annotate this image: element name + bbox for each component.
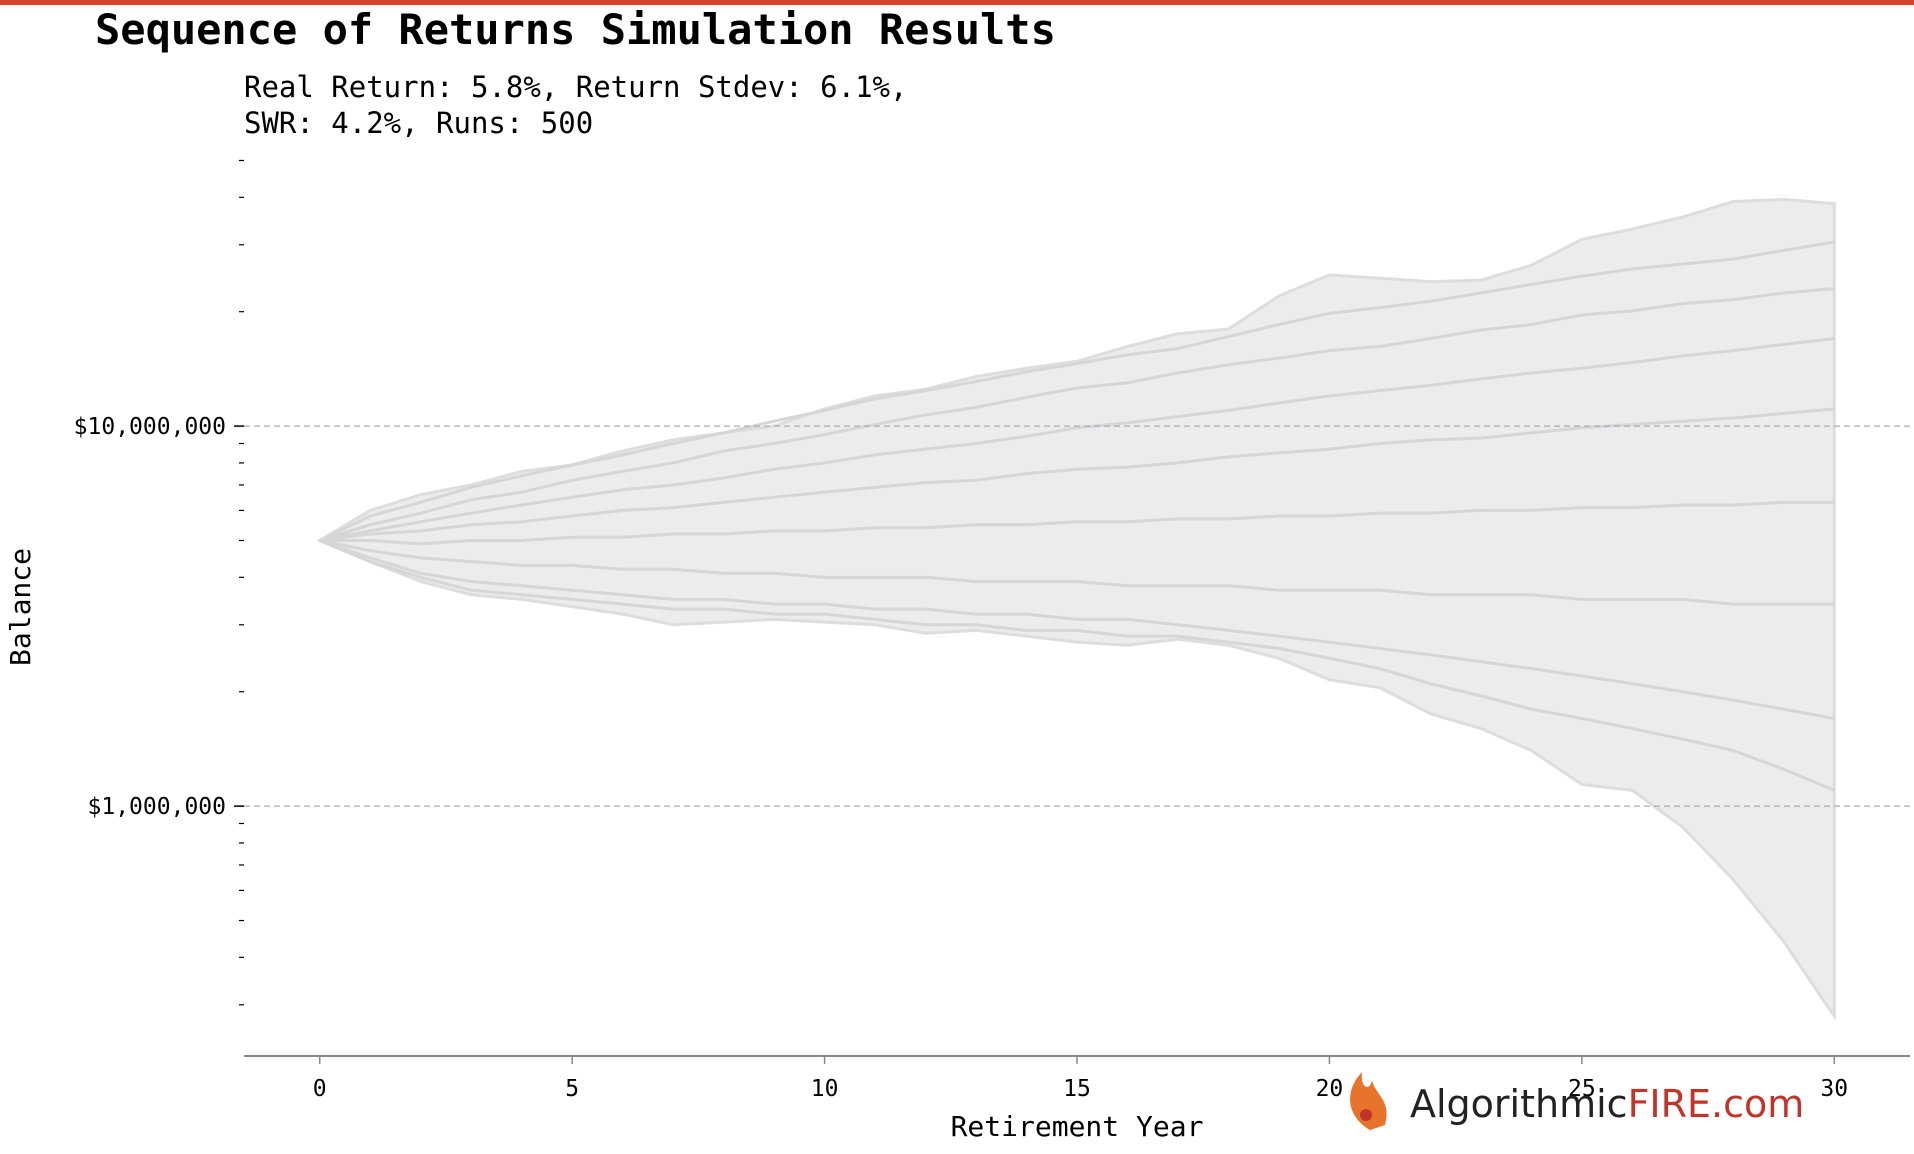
- subtitle: Real Return: 5.8%, Return Stdev: 6.1%,: [244, 70, 907, 104]
- series-line: [319, 539, 1835, 721]
- x-tick-label: 15: [1063, 1076, 1091, 1102]
- watermark: AlgorithmicFIRE.com: [1410, 1082, 1804, 1126]
- series-line: [319, 500, 1835, 546]
- series-line: [319, 337, 1835, 542]
- chart-title: Sequence of Returns Simulation Results: [95, 5, 1056, 54]
- x-axis-label: Retirement Year: [951, 1110, 1204, 1143]
- watermark-part: Algorithmic: [1410, 1082, 1628, 1126]
- logo: [1350, 1072, 1387, 1130]
- series-line: [319, 407, 1835, 542]
- x-tick-label: 20: [1316, 1076, 1344, 1102]
- x-tick-label: 25: [1568, 1076, 1596, 1102]
- logo-icon: [1360, 1109, 1372, 1121]
- series-line: [319, 287, 1835, 542]
- x-tick-label: 0: [313, 1076, 327, 1102]
- plot-area: [316, 197, 1836, 1022]
- y-tick-label: $10,000,000: [74, 414, 226, 440]
- y-tick-label: $1,000,000: [88, 794, 226, 820]
- subtitle: SWR: 4.2%, Runs: 500: [244, 106, 593, 140]
- watermark-part: FIRE.com: [1628, 1082, 1805, 1126]
- x-tick-label: 30: [1820, 1076, 1848, 1102]
- logo-icon: [1350, 1072, 1387, 1130]
- x-tick-label: 10: [811, 1076, 839, 1102]
- y-axis-label: Balance: [4, 548, 37, 666]
- series-line: [319, 539, 1835, 792]
- series-line: [319, 539, 1835, 606]
- x-tick-label: 5: [565, 1076, 579, 1102]
- series-line: [319, 240, 1835, 542]
- range-band: [316, 197, 1836, 1022]
- top-bar: [0, 0, 1914, 5]
